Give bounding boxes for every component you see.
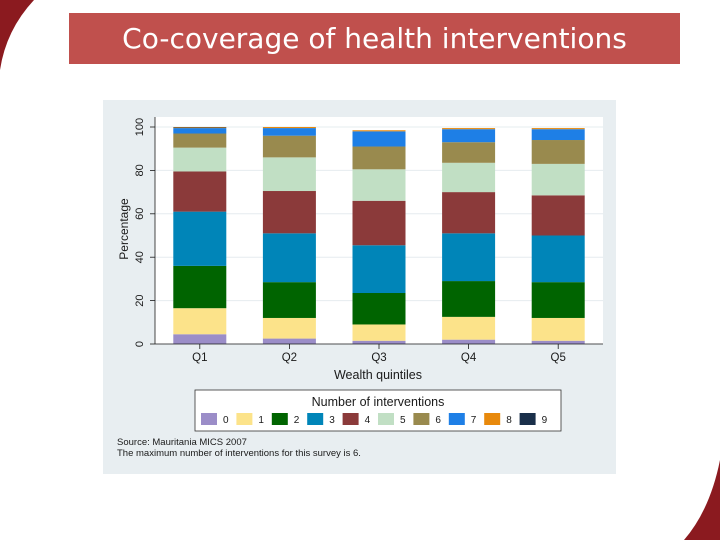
- x-tick-label: Q5: [551, 352, 566, 364]
- legend-swatch-0: [201, 413, 217, 425]
- legend-entries: 0 1 2 3 4 5 6 7 8 9: [201, 413, 548, 426]
- x-tick-label: Q3: [371, 352, 386, 364]
- legend-label-2: 2: [294, 415, 300, 426]
- legend-swatch-3: [307, 413, 324, 425]
- corner-decoration-top-left: [0, 0, 34, 70]
- legend-label-0: 0: [223, 415, 229, 426]
- legend-swatch-1: [236, 413, 253, 425]
- bar-segment-q5-1: [531, 317, 585, 341]
- legend-label-9: 9: [542, 415, 548, 426]
- y-axis-label: Percentage: [117, 198, 131, 260]
- bar-segment-q4-5: [442, 162, 496, 193]
- bar-segment-q1-2: [173, 265, 227, 309]
- y-tick-label: 20: [134, 294, 146, 306]
- y-tick-label: 0: [134, 341, 146, 347]
- legend-swatch-6: [413, 413, 430, 425]
- legend-label-3: 3: [329, 415, 335, 426]
- x-tick-label: Q2: [282, 352, 297, 364]
- bar-segment-q2-0: [262, 338, 316, 344]
- corner-decoration-bottom-right: [684, 460, 720, 540]
- bar-segment-q1-5: [173, 147, 227, 172]
- bar-segment-q3-7: [352, 131, 406, 147]
- legend-label-4: 4: [365, 415, 371, 426]
- bar-segment-q2-6: [262, 135, 316, 158]
- legend-swatch-5: [378, 413, 394, 425]
- bar-segment-q3-5: [352, 169, 406, 201]
- bar-segment-q1-4: [173, 171, 227, 212]
- bar-segment-q2-4: [262, 191, 316, 234]
- bar-segment-q4-8: [442, 128, 496, 130]
- bar-segment-q3-6: [352, 146, 406, 170]
- legend-swatch-9: [519, 413, 536, 425]
- bar-segment-q3-4: [352, 200, 406, 246]
- bar-segment-q2-7: [262, 128, 316, 136]
- bar-segment-q5-0: [531, 340, 585, 344]
- bar-segment-q1-6: [173, 133, 227, 148]
- source-note: Source: Mauritania MICS 2007: [117, 437, 247, 448]
- bar-segment-q4-3: [442, 233, 496, 282]
- bar-segment-q1-0: [173, 334, 227, 344]
- slide-title-banner: Co-coverage of health interventions: [69, 13, 680, 64]
- bar-segment-q1-3: [173, 211, 227, 266]
- bar-segment-q1-8: [173, 127, 227, 129]
- legend-label-1: 1: [258, 415, 264, 426]
- legend-swatch-7: [448, 413, 465, 425]
- bar-segment-q4-0: [442, 339, 496, 344]
- bar-segment-q5-2: [531, 282, 585, 318]
- bar-segment-q4-4: [442, 192, 496, 234]
- bar-segment-q3-8: [352, 130, 406, 132]
- survey-note: The maximum number of interventions for …: [117, 448, 361, 459]
- bar-segment-q5-6: [531, 140, 585, 164]
- y-tick-label: 60: [134, 208, 146, 220]
- bar-segment-q3-0: [352, 340, 406, 344]
- legend-label-5: 5: [400, 415, 406, 426]
- bar-segment-q5-4: [531, 195, 585, 236]
- bar-segment-q3-1: [352, 324, 406, 341]
- x-tick-label: Q1: [192, 352, 207, 364]
- legend-title: Number of interventions: [312, 395, 445, 409]
- bar-segment-q2-1: [262, 317, 316, 339]
- bar-segment-q5-5: [531, 163, 585, 196]
- legend-label-8: 8: [506, 415, 512, 426]
- axes: 0 20 40 60 80 100 Q1 Q2 Q3 Q4 Q5: [134, 117, 603, 364]
- y-tick-label: 80: [134, 164, 146, 176]
- bar-segment-q3-3: [352, 245, 406, 294]
- x-tick-label: Q4: [461, 352, 477, 364]
- y-tick-label: 100: [134, 118, 146, 136]
- bar-segment-q4-7: [442, 129, 496, 143]
- slide-title: Co-coverage of health interventions: [122, 22, 627, 55]
- legend-label-6: 6: [435, 415, 441, 426]
- bar-segment-q4-6: [442, 142, 496, 163]
- bar-segment-q2-5: [262, 157, 316, 192]
- bar-segment-q5-7: [531, 129, 585, 141]
- bar-stacks: [173, 127, 585, 344]
- bar-segment-q4-2: [442, 281, 496, 317]
- bar-segment-q5-8: [531, 128, 585, 130]
- bar-segment-q3-2: [352, 293, 406, 325]
- bar-segment-q2-2: [262, 282, 316, 318]
- bar-segment-q5-3: [531, 235, 585, 283]
- bar-segment-q1-1: [173, 308, 227, 335]
- y-tick-label: 40: [134, 251, 146, 263]
- legend-label-7: 7: [471, 415, 477, 426]
- legend-swatch-2: [271, 413, 288, 425]
- legend-swatch-4: [342, 413, 359, 425]
- bar-segment-q4-1: [442, 316, 496, 340]
- bar-segment-q1-7: [173, 128, 227, 134]
- x-axis-label: Wealth quintiles: [334, 368, 422, 382]
- legend-swatch-8: [484, 413, 501, 425]
- bar-segment-q2-3: [262, 233, 316, 283]
- bar-segment-q2-8: [262, 127, 316, 129]
